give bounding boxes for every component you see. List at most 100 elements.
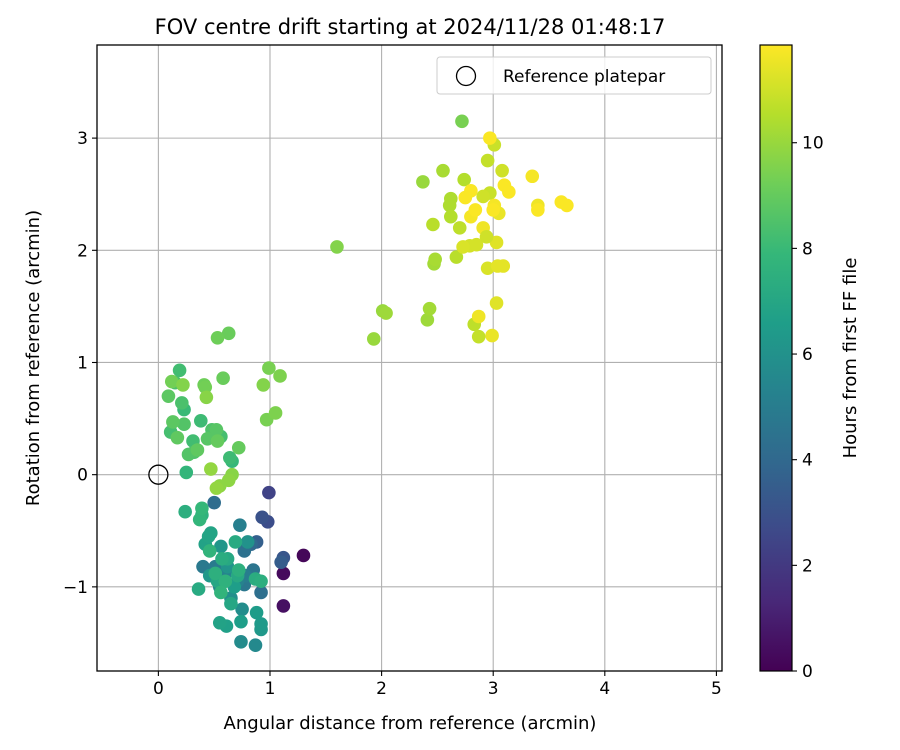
- scatter-point: [379, 306, 393, 320]
- scatter-point: [456, 240, 470, 254]
- scatter-point: [179, 465, 194, 480]
- scatter-point: [212, 615, 227, 630]
- colorbar-gradient: [759, 44, 793, 672]
- y-axis-ticks: −1 0 1 2 3: [63, 129, 97, 598]
- scatter-point: [210, 331, 225, 345]
- colorbar-tick-label: 2: [802, 556, 813, 576]
- scatter-point: [172, 363, 187, 378]
- scatter-point: [443, 191, 458, 206]
- scatter-point: [218, 574, 233, 589]
- legend-label-reference: Reference platepar: [503, 67, 665, 87]
- scatter-point: [231, 440, 246, 455]
- scatter-point: [268, 406, 283, 420]
- reference-platepar-marker: [148, 464, 169, 485]
- colorbar: 0 2 4 6 8 10 Hours from first FF file: [759, 44, 861, 682]
- x-tick-label: 1: [265, 679, 276, 699]
- scatter-point: [256, 378, 271, 392]
- scatter-point: [193, 414, 208, 428]
- y-tick-label: −1: [63, 578, 88, 598]
- scatter-point: [161, 389, 176, 403]
- scatter-point: [255, 510, 269, 525]
- scatter-point: [502, 185, 516, 199]
- scatter-point: [489, 235, 504, 250]
- plot-frame: [96, 44, 723, 672]
- colorbar-tick-label: 10: [802, 134, 824, 154]
- scatter-point: [204, 526, 218, 540]
- scatter-point: [170, 430, 185, 445]
- chart-title: FOV centre drift starting at 2024/11/28 …: [155, 15, 666, 39]
- x-tick-label: 0: [153, 679, 164, 699]
- reference-layer: [148, 464, 169, 485]
- scatter-point: [449, 250, 464, 264]
- scatter-point: [214, 585, 228, 600]
- scatter-point: [486, 203, 501, 217]
- scatter-point: [469, 237, 484, 252]
- x-tick-label: 3: [488, 679, 499, 699]
- x-axis-label: Angular distance from reference (arcmin): [224, 713, 597, 734]
- scatter-point: [235, 602, 249, 617]
- scatter-point: [531, 203, 545, 217]
- scatter-point: [490, 259, 505, 273]
- scatter-point: [177, 417, 191, 431]
- scatter-point: [254, 574, 268, 589]
- colorbar-tick-label: 8: [802, 239, 813, 259]
- legend: Reference platepar: [436, 56, 712, 95]
- scatter-point: [428, 252, 442, 267]
- scatter-point: [436, 163, 450, 178]
- y-tick-label: 1: [77, 353, 88, 373]
- scatter-point: [495, 163, 509, 178]
- scatter-point: [215, 552, 229, 566]
- scatter-point: [457, 172, 471, 187]
- scatter-point: [479, 230, 494, 244]
- scatter-point: [234, 614, 248, 629]
- legend-box: [436, 56, 712, 95]
- scatter-point: [455, 114, 469, 129]
- scatter-point: [366, 332, 381, 346]
- colorbar-tick-label: 4: [802, 451, 813, 471]
- scatter-point: [480, 153, 495, 168]
- y-tick-label: 0: [77, 466, 88, 486]
- scatter-point: [216, 371, 230, 385]
- scatter-point: [221, 326, 236, 341]
- x-axis-ticks: 0 1 2 3 4 5: [153, 671, 722, 699]
- scatter-points: [161, 114, 574, 652]
- x-tick-label: 5: [711, 679, 722, 699]
- scatter-point: [443, 209, 458, 224]
- scatter-point: [209, 481, 224, 495]
- scatter-point: [525, 169, 540, 184]
- scatter-point: [249, 605, 264, 620]
- scatter-point: [178, 504, 192, 519]
- scatter-point: [262, 485, 276, 500]
- scatter-point: [420, 313, 435, 327]
- scatter-point: [224, 596, 238, 611]
- scatter-point: [296, 548, 311, 563]
- x-tick-label: 4: [599, 679, 610, 699]
- scatter-point: [164, 374, 179, 389]
- grid: [97, 45, 722, 671]
- scatter-point: [202, 544, 217, 558]
- scatter-point: [560, 198, 574, 213]
- colorbar-ticks: 0 2 4 6 8 10: [792, 134, 824, 682]
- scatter-point: [240, 535, 255, 549]
- scatter-point: [166, 415, 180, 429]
- scatter-point: [476, 189, 490, 204]
- scatter-point: [485, 328, 499, 343]
- scatter-point: [209, 422, 224, 437]
- scatter-point: [214, 539, 228, 554]
- scatter-point: [274, 555, 288, 569]
- y-tick-label: 3: [77, 129, 88, 149]
- scatter-point: [223, 451, 237, 465]
- scatter-point: [483, 131, 497, 145]
- scatter-point: [276, 566, 291, 581]
- scatter-point: [262, 361, 276, 375]
- scatter-point: [228, 535, 243, 549]
- scatter-point: [207, 495, 221, 510]
- scatter-point: [254, 585, 268, 600]
- scatter-point: [204, 462, 218, 476]
- scatter-point: [248, 638, 263, 652]
- scatter-point: [276, 599, 291, 613]
- scatter-point: [416, 175, 430, 189]
- scatter-point: [192, 512, 207, 527]
- scatter-point: [468, 203, 483, 217]
